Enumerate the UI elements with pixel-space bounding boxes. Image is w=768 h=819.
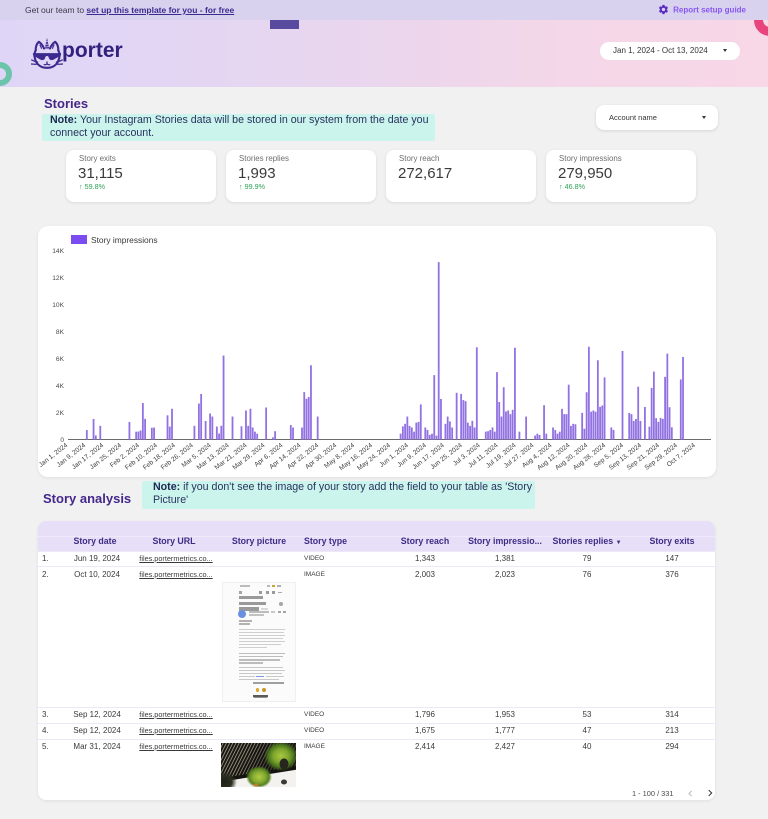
svg-text:0: 0 — [60, 437, 64, 444]
svg-text:6K: 6K — [56, 356, 65, 363]
svg-text:8K: 8K — [56, 329, 65, 336]
svg-text:4K: 4K — [56, 383, 65, 390]
svg-text:14K: 14K — [52, 248, 64, 255]
svg-text:10K: 10K — [52, 302, 64, 309]
svg-text:Story impressions: Story impressions — [91, 235, 158, 245]
svg-text:12K: 12K — [52, 275, 64, 282]
svg-text:2K: 2K — [56, 410, 65, 417]
